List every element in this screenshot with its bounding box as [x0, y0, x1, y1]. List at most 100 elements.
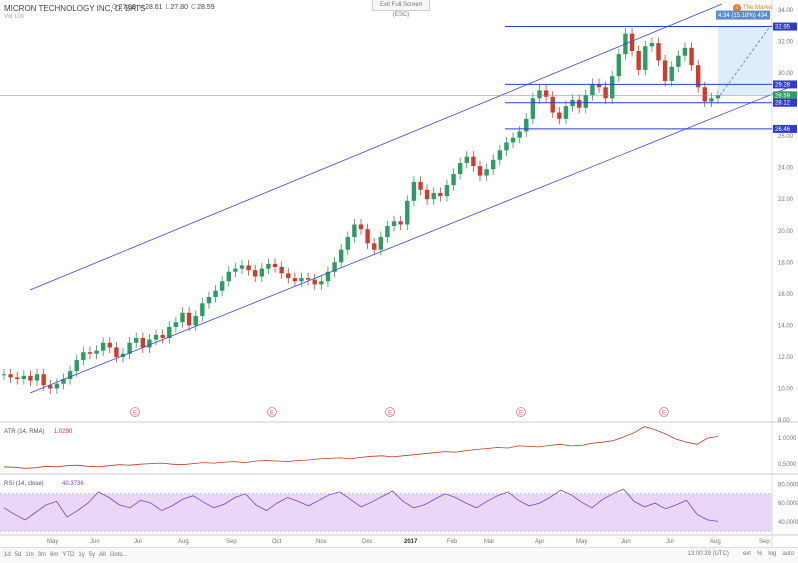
atr-tick-label: 0.5000: [778, 462, 797, 468]
price-level-label: 29.28: [775, 82, 791, 88]
candle-body: [682, 47, 688, 56]
time-axis-label: Sep: [759, 539, 770, 545]
price-level-label: 28.12: [775, 101, 791, 107]
exit-fullscreen-button[interactable]: Exit Full Screen (ESC): [372, 0, 430, 18]
candle-body: [180, 312, 185, 323]
earnings-event-label: E: [519, 411, 523, 417]
candle-body: [94, 350, 99, 354]
candle-body: [319, 281, 324, 285]
time-axis-label: Feb: [447, 539, 458, 545]
time-axis-label: Sep: [226, 539, 237, 545]
candle-body: [477, 166, 483, 176]
range-button-ytd[interactable]: YTD: [62, 552, 75, 558]
candle-body: [438, 192, 443, 197]
scale-option-log[interactable]: log: [768, 551, 777, 557]
candle-body: [629, 33, 635, 51]
candle-body: [471, 156, 476, 167]
price-chart[interactable]: 34.0032.0030.0028.0026.0024.0022.0020.00…: [0, 0, 798, 547]
candle-body: [1, 374, 7, 376]
range-button-1y[interactable]: 1y: [78, 552, 85, 558]
scale-option-percent[interactable]: %: [756, 551, 763, 557]
projection-label: 4.34 (15.18%) 434: [718, 13, 768, 19]
range-button-1m[interactable]: 1m: [25, 552, 34, 558]
candle-body: [550, 96, 555, 113]
range-button-5y[interactable]: 5y: [88, 552, 96, 558]
candle-body: [21, 375, 27, 379]
candle-body: [385, 226, 390, 238]
candle-body: [352, 224, 357, 238]
atr-value: 1.0290: [54, 429, 73, 435]
candle-body: [603, 87, 608, 99]
candle-body: [451, 174, 456, 186]
range-button-all[interactable]: All: [99, 552, 106, 558]
price-tick-label: 16.00: [778, 292, 794, 298]
price-tick-label: 10.00: [778, 386, 794, 392]
candle-body: [140, 338, 146, 348]
candle-body: [676, 55, 681, 67]
candle-body: [695, 65, 701, 88]
rsi-value: 40.3736: [62, 481, 84, 487]
earnings-event-label: E: [133, 411, 137, 417]
ohlc-label-h: H: [138, 4, 145, 11]
ohlc-label-c: C: [191, 4, 197, 11]
range-button-1d[interactable]: 1d: [4, 552, 11, 558]
candle-body: [497, 150, 503, 160]
candle-body: [173, 322, 179, 327]
candle-body: [517, 131, 522, 138]
ohlc-value-c: 28.59: [197, 4, 215, 11]
market-badge[interactable]: i The Market: [733, 4, 773, 12]
candle-body: [299, 278, 304, 282]
time-axis-label: May: [47, 539, 58, 545]
price-tick-label: 22.00: [778, 197, 794, 203]
candle-body: [233, 268, 238, 272]
candle-body: [127, 342, 132, 354]
candle-body: [391, 221, 397, 227]
price-level-tag: [773, 98, 797, 107]
price-tick-label: 24.00: [778, 166, 794, 172]
candle-body: [689, 47, 694, 66]
range-button-6m[interactable]: 6m: [50, 552, 59, 558]
candle-body: [253, 270, 258, 277]
candle-body: [87, 352, 93, 354]
time-axis-label: Oct: [272, 539, 282, 545]
candle-body: [504, 142, 509, 151]
range-button-5d[interactable]: 5d: [14, 552, 22, 558]
bottom-toolbar: 1d 5d 1m 3m 6m YTD 1y 5y All Goto...: [0, 547, 798, 563]
candle-body: [338, 249, 344, 263]
candle-body: [286, 273, 291, 279]
candle-body: [418, 181, 423, 190]
price-level-label: 32.95: [775, 25, 791, 31]
candle-body: [576, 99, 582, 108]
candle-body: [709, 98, 714, 102]
rsi-tick-label: 80.0000: [778, 482, 798, 488]
price-tick-label: 18.00: [778, 260, 794, 266]
price-tick-label: 20.00: [778, 229, 794, 235]
candle-body: [543, 90, 549, 97]
candle-body: [28, 375, 33, 381]
candle-body: [213, 290, 218, 297]
earnings-event-icon: [385, 407, 395, 417]
candle-body: [153, 334, 159, 340]
candle-body: [431, 192, 436, 200]
price-level-tag: [773, 80, 797, 89]
candle-body: [206, 297, 212, 304]
scale-option-auto[interactable]: auto: [782, 551, 794, 557]
ohlc-label-l: L: [165, 4, 170, 11]
rsi-tick-label: 40.0000: [778, 520, 798, 526]
price-level-label: 28.59: [775, 93, 791, 99]
price-level-tag: [773, 22, 797, 31]
candle-body: [186, 312, 192, 326]
time-axis-label: 2017: [404, 539, 418, 545]
candle-body: [583, 95, 588, 108]
candle-body: [610, 76, 615, 99]
atr-tick-label: 1.0000: [778, 436, 797, 442]
candle-body: [246, 265, 251, 271]
range-button-3m[interactable]: 3m: [37, 552, 47, 558]
candle-body: [100, 342, 106, 351]
range-button-goto[interactable]: Goto...: [109, 552, 128, 558]
scale-option-ext[interactable]: ext: [742, 551, 751, 557]
price-level-tag: [773, 91, 797, 100]
candle-body: [15, 377, 20, 379]
candle-body: [134, 338, 139, 343]
market-label: The Market: [743, 5, 774, 11]
